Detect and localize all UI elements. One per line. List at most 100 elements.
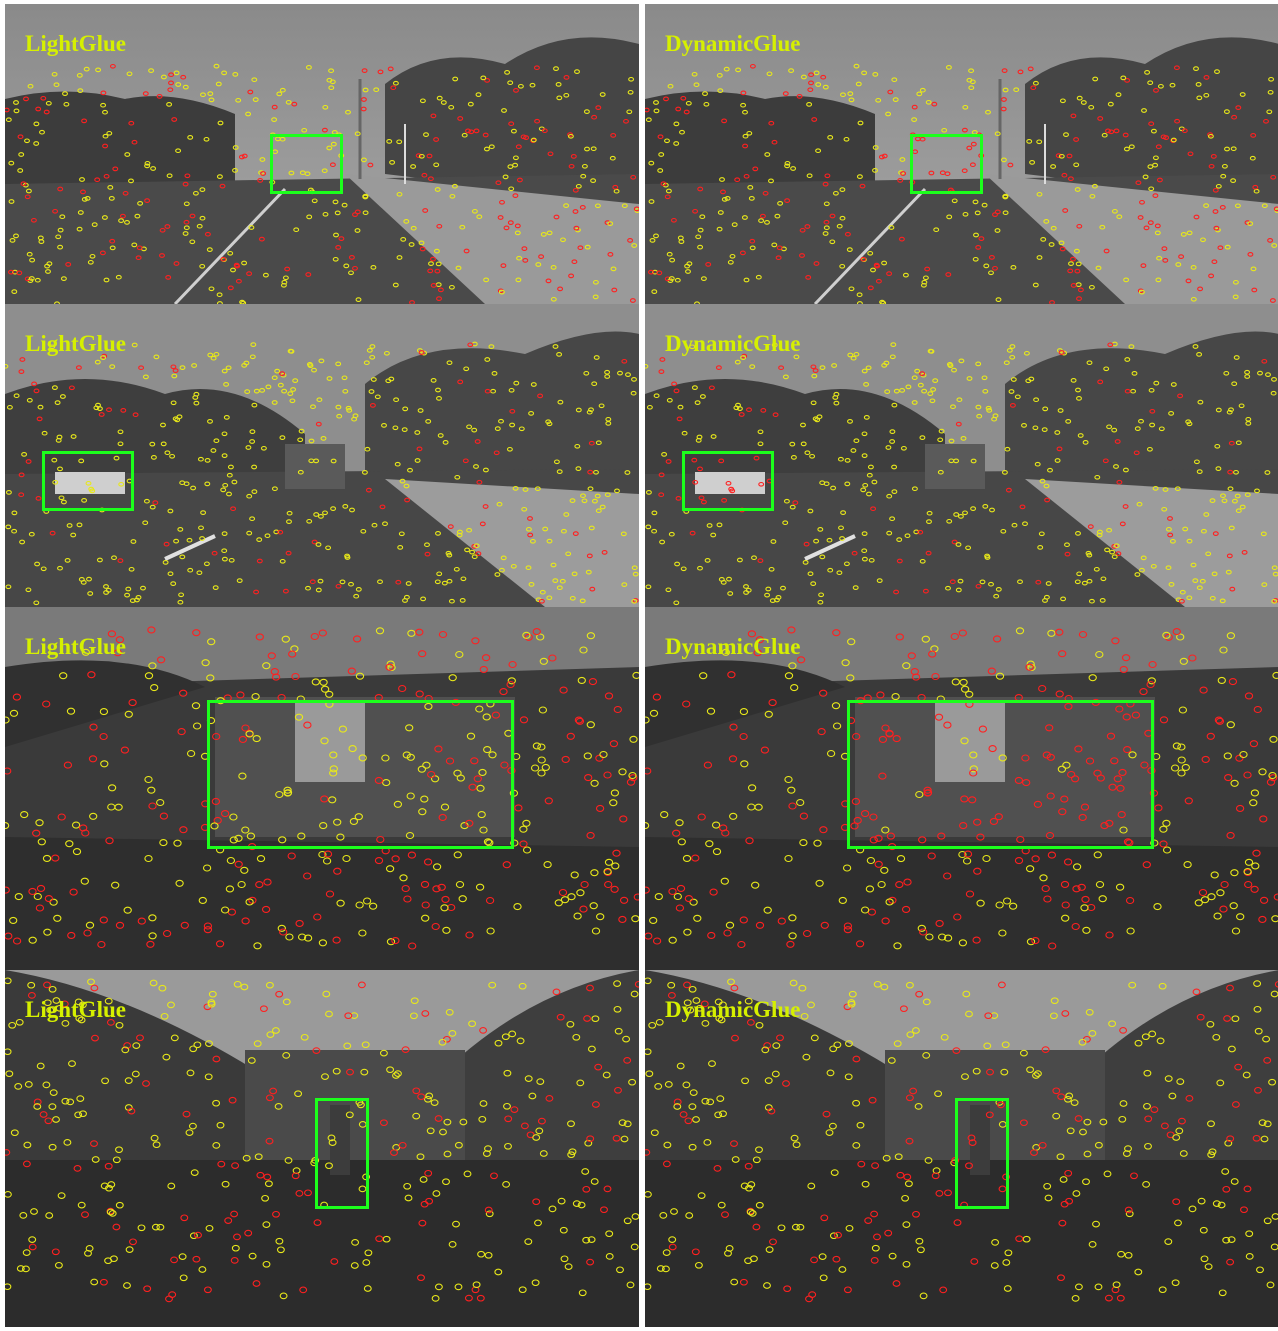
keypoint-dynamic — [260, 171, 267, 176]
keypoint-static — [800, 422, 806, 428]
keypoint-static — [298, 428, 305, 434]
keypoint-dynamic — [893, 589, 900, 595]
keypoint-static — [454, 1141, 463, 1149]
keypoint-static — [875, 97, 882, 103]
keypoint-dynamic — [1244, 692, 1254, 700]
keypoint-dynamic — [348, 255, 355, 260]
keypoint-dynamic — [556, 1013, 565, 1021]
keypoint-static — [896, 537, 903, 542]
keypoint-static — [530, 137, 537, 143]
keypoint-static — [1098, 895, 1107, 903]
keypoint-static — [905, 384, 912, 390]
keypoint-dynamic — [365, 487, 372, 493]
keypoint-static — [754, 803, 763, 811]
keypoint-static — [838, 1266, 847, 1273]
keypoint-static — [196, 223, 203, 229]
keypoint-dynamic — [88, 755, 98, 763]
keypoint-static — [605, 421, 612, 426]
keypoint-static — [480, 75, 487, 81]
keypoint-static — [645, 822, 650, 830]
keypoint-dynamic — [1116, 784, 1125, 792]
keypoint-overlay — [645, 341, 1278, 606]
keypoint-static — [839, 536, 846, 541]
keypoint-static — [164, 450, 171, 456]
keypoint-static — [386, 938, 396, 946]
keypoint-dynamic — [758, 481, 765, 487]
keypoint-dynamic — [1234, 1063, 1243, 1071]
keypoint-dynamic — [1250, 133, 1257, 138]
keypoint-static — [810, 400, 817, 406]
keypoint-dynamic — [668, 1243, 677, 1251]
keypoint-static — [1162, 846, 1172, 854]
keypoint-dynamic — [1219, 905, 1228, 913]
keypoint-dynamic — [613, 705, 622, 714]
keypoint-static — [452, 76, 459, 82]
keypoint-static — [418, 153, 425, 159]
keypoint-dynamic — [645, 107, 650, 113]
keypoint-dynamic — [1060, 880, 1070, 888]
keypoint-dynamic — [138, 365, 145, 371]
keypoint-static — [522, 631, 531, 639]
keypoint-static — [1059, 1176, 1068, 1183]
keypoint-static — [149, 979, 158, 987]
keypoint-static — [982, 388, 989, 394]
keypoint-static — [26, 251, 33, 257]
keypoint-static — [645, 117, 652, 123]
keypoint-static — [535, 1127, 544, 1135]
keypoint-static — [167, 508, 174, 514]
keypoint-static — [742, 133, 749, 139]
keypoint-dynamic — [1199, 686, 1208, 694]
keypoint-static — [216, 174, 223, 179]
panel-row4-lightglue: LightGlue — [5, 970, 639, 1327]
keypoint-static — [456, 532, 463, 538]
keypoint-static — [965, 690, 974, 698]
keypoint-dynamic — [1121, 654, 1131, 662]
keypoint-static — [10, 1129, 19, 1137]
keypoint-static — [248, 1252, 257, 1260]
keypoint-dynamic — [438, 813, 447, 821]
keypoint-static — [537, 743, 546, 751]
keypoint-static — [522, 487, 529, 492]
keypoint-dynamic — [1119, 1027, 1128, 1034]
keypoint-static — [317, 514, 324, 519]
keypoint-static — [604, 492, 611, 498]
keypoint-dynamic — [434, 1115, 443, 1122]
panel-row1-lightglue: LightGlue — [5, 4, 639, 304]
keypoint-static — [524, 1238, 533, 1245]
keypoint-static — [1124, 1251, 1133, 1259]
keypoint-dynamic — [925, 550, 932, 556]
keypoint-dynamic — [83, 929, 92, 937]
keypoint-static — [861, 1180, 870, 1188]
keypoint-dynamic — [179, 689, 188, 697]
keypoint-static — [784, 160, 791, 166]
keypoint-static — [215, 81, 222, 87]
keypoint-dynamic — [1154, 804, 1163, 812]
keypoint-static — [1270, 1243, 1278, 1251]
keypoint-dynamic — [1030, 1149, 1038, 1156]
keypoint-dynamic — [886, 832, 896, 840]
keypoint-static — [1082, 440, 1089, 445]
keypoint-static — [318, 358, 325, 364]
keypoint-dynamic — [808, 80, 814, 86]
keypoint-dynamic — [604, 692, 614, 700]
keypoint-static — [199, 263, 206, 269]
keypoint-dynamic — [867, 285, 874, 291]
keypoint-static — [1177, 769, 1186, 777]
keypoint-dynamic — [1105, 931, 1114, 939]
keypoint-static — [424, 542, 430, 548]
keypoint-static — [66, 1098, 75, 1106]
keypoint-static — [587, 1045, 596, 1053]
keypoint-dynamic — [1149, 408, 1156, 414]
keypoint-static — [726, 576, 732, 582]
panel-row1-dynamicglue: DynamicGlue — [645, 4, 1278, 304]
keypoint-static — [25, 587, 32, 593]
keypoint-static — [911, 486, 918, 492]
keypoint-static — [1142, 1181, 1151, 1188]
keypoint-dynamic — [265, 1137, 274, 1145]
keypoint-dynamic — [194, 1231, 202, 1239]
keypoint-static — [626, 1281, 635, 1289]
keypoint-static — [333, 232, 339, 238]
keypoint-static — [902, 1260, 911, 1268]
keypoint-static — [479, 1100, 488, 1107]
keypoint-dynamic — [728, 755, 738, 763]
